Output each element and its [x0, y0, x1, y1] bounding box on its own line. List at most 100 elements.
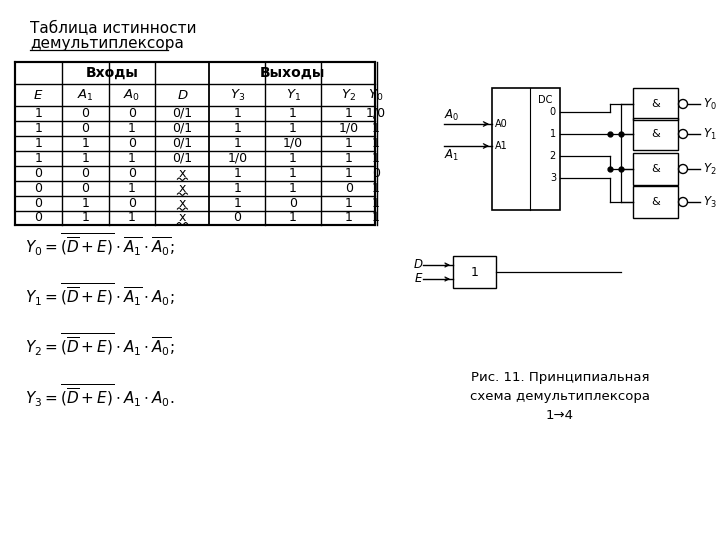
- Text: A1: A1: [495, 141, 508, 151]
- Text: &: &: [651, 164, 660, 174]
- Text: 0: 0: [372, 167, 380, 180]
- Text: 0: 0: [128, 197, 136, 210]
- Text: 1: 1: [233, 137, 241, 150]
- Text: 1: 1: [128, 152, 136, 165]
- Text: $Y_3$: $Y_3$: [703, 194, 716, 210]
- Text: 1: 1: [372, 152, 380, 165]
- Text: 0: 0: [81, 167, 89, 180]
- Text: $Y_2$: $Y_2$: [703, 161, 716, 177]
- Text: 0: 0: [128, 137, 136, 150]
- Text: 1/0: 1/0: [283, 137, 303, 150]
- Text: 1: 1: [550, 129, 556, 139]
- Text: 0/1: 0/1: [172, 137, 192, 150]
- Text: 1: 1: [289, 181, 297, 194]
- Text: 1: 1: [81, 137, 89, 150]
- Text: 0: 0: [233, 211, 241, 224]
- Text: 1: 1: [345, 211, 353, 224]
- Text: x: x: [179, 181, 186, 194]
- Text: 1: 1: [345, 137, 353, 150]
- Text: 0: 0: [35, 211, 42, 224]
- Text: 1: 1: [345, 167, 353, 180]
- Text: 0: 0: [35, 167, 42, 180]
- Text: 3: 3: [550, 173, 556, 183]
- Text: &: &: [651, 99, 660, 109]
- Text: 1: 1: [372, 137, 380, 150]
- Text: 0: 0: [81, 107, 89, 120]
- Text: $Y_2 = \overline{(\overline{D}+E)}\cdot A_1\cdot\overline{A_0};$: $Y_2 = \overline{(\overline{D}+E)}\cdot …: [25, 332, 174, 358]
- Text: 1/0: 1/0: [366, 107, 386, 120]
- Text: $D$: $D$: [176, 89, 188, 102]
- Text: 2: 2: [550, 151, 556, 161]
- Text: Входы: Входы: [86, 66, 139, 80]
- Text: $A_1$: $A_1$: [444, 147, 459, 163]
- Text: 1/0: 1/0: [339, 122, 359, 135]
- Text: 1: 1: [35, 137, 42, 150]
- Text: 1: 1: [35, 152, 42, 165]
- Text: Выходы: Выходы: [259, 66, 325, 80]
- Text: 0: 0: [289, 197, 297, 210]
- Text: 1: 1: [128, 181, 136, 194]
- Text: 0: 0: [81, 181, 89, 194]
- Text: 1: 1: [345, 152, 353, 165]
- Text: Рис. 11. Принципиальная
схема демультиплексора
1→4: Рис. 11. Принципиальная схема демультипл…: [470, 371, 650, 422]
- Text: $Y_1 = \overline{(\overline{D}+E)}\cdot\overline{A_1}\cdot A_0;$: $Y_1 = \overline{(\overline{D}+E)}\cdot\…: [25, 282, 174, 308]
- Text: 0: 0: [81, 122, 89, 135]
- Text: 1: 1: [128, 122, 136, 135]
- Text: &: &: [651, 129, 660, 139]
- Text: 1: 1: [372, 211, 380, 224]
- Text: $A_0$: $A_0$: [124, 87, 140, 103]
- Text: x: x: [179, 167, 186, 180]
- Text: 0/1: 0/1: [172, 107, 192, 120]
- Text: 1: 1: [35, 107, 42, 120]
- Text: 1: 1: [372, 197, 380, 210]
- Text: $Y_1$: $Y_1$: [703, 126, 716, 141]
- Text: 1/0: 1/0: [228, 152, 248, 165]
- Text: $Y_1$: $Y_1$: [286, 87, 301, 103]
- Text: 0: 0: [345, 181, 353, 194]
- Text: 1: 1: [81, 211, 89, 224]
- Text: 1: 1: [372, 181, 380, 194]
- Text: 1: 1: [35, 122, 42, 135]
- Text: $Y_3 = \overline{(\overline{D}+E)}\cdot A_1\cdot A_0.$: $Y_3 = \overline{(\overline{D}+E)}\cdot …: [25, 382, 174, 408]
- Text: 0/1: 0/1: [172, 122, 192, 135]
- Text: $Y_0$: $Y_0$: [368, 87, 384, 103]
- Text: $Y_0$: $Y_0$: [703, 97, 717, 112]
- Text: x: x: [179, 197, 186, 210]
- Text: $Y_0 = \overline{(\overline{D}+E)}\cdot\overline{A_1}\cdot\overline{A_0};$: $Y_0 = \overline{(\overline{D}+E)}\cdot\…: [25, 232, 174, 258]
- Text: 1: 1: [289, 152, 297, 165]
- Text: $A_0$: $A_0$: [444, 107, 459, 123]
- Text: 1: 1: [345, 197, 353, 210]
- Text: 1: 1: [81, 197, 89, 210]
- Text: 1: 1: [289, 107, 297, 120]
- Text: 0/1: 0/1: [172, 152, 192, 165]
- Text: 0: 0: [128, 167, 136, 180]
- Text: 1: 1: [289, 122, 297, 135]
- Text: 1: 1: [81, 152, 89, 165]
- Text: 1: 1: [233, 197, 241, 210]
- Text: $E$: $E$: [33, 89, 44, 102]
- Text: DC: DC: [538, 95, 552, 105]
- Text: $E$: $E$: [413, 273, 423, 286]
- Text: демультиплексора: демультиплексора: [30, 36, 184, 51]
- Text: 1: 1: [345, 107, 353, 120]
- Text: 1: 1: [233, 122, 241, 135]
- Text: 1: 1: [233, 107, 241, 120]
- Text: 1: 1: [289, 211, 297, 224]
- Text: 1: 1: [289, 167, 297, 180]
- Text: $Y_3$: $Y_3$: [230, 87, 245, 103]
- Text: &: &: [651, 197, 660, 207]
- Text: x: x: [179, 211, 186, 224]
- Text: 0: 0: [128, 107, 136, 120]
- Text: $Y_2$: $Y_2$: [341, 87, 356, 103]
- Text: 0: 0: [35, 197, 42, 210]
- Text: Таблица истинности: Таблица истинности: [30, 21, 197, 36]
- Text: 0: 0: [35, 181, 42, 194]
- Text: $A_1$: $A_1$: [77, 87, 94, 103]
- Text: 1: 1: [233, 181, 241, 194]
- Text: 1: 1: [372, 122, 380, 135]
- Text: 0: 0: [550, 107, 556, 117]
- Text: 1: 1: [233, 167, 241, 180]
- Text: 1: 1: [471, 266, 478, 279]
- Text: A0: A0: [495, 119, 508, 129]
- Text: 1: 1: [128, 211, 136, 224]
